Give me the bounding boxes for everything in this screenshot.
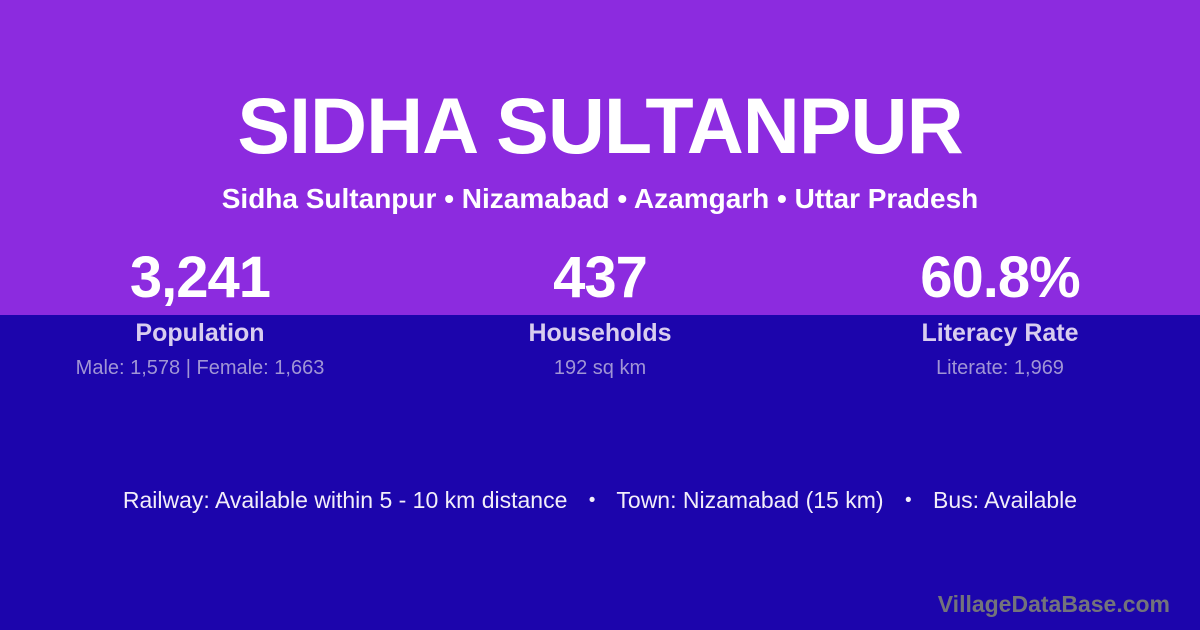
breadcrumb-subtitle: Sidha Sultanpur • Nizamabad • Azamgarh •… [221, 183, 979, 214]
households-label: Households [528, 319, 672, 348]
bullet-separator-icon: • [904, 490, 912, 511]
stats-row: 3,241 Population Male: 1,578 | Female: 1… [0, 245, 1200, 380]
page-title: SIDHA SULTANPUR [237, 81, 963, 170]
amenity-town: Town: Nizamabad (15 km) [616, 487, 884, 513]
bullet-separator-icon: • [588, 490, 596, 511]
stat-households: 437 Households 192 sq km [400, 245, 800, 380]
stat-population: 3,241 Population Male: 1,578 | Female: 1… [0, 245, 400, 380]
households-detail: 192 sq km [553, 357, 647, 380]
households-value: 437 [553, 245, 648, 310]
top-purple-section [0, 0, 1200, 315]
literacy-detail: Literate: 1,969 [936, 357, 1064, 380]
amenities-line: Railway: Available within 5 - 10 km dist… [0, 487, 1200, 514]
population-label: Population [135, 319, 265, 348]
literacy-value: 60.8% [920, 245, 1080, 310]
literacy-label: Literacy Rate [921, 319, 1079, 348]
amenity-bus: Bus: Available [933, 487, 1078, 513]
amenity-railway: Railway: Available within 5 - 10 km dist… [122, 487, 568, 513]
brand-watermark: VillageDataBase.com [937, 591, 1170, 617]
population-detail: Male: 1,578 | Female: 1,663 [75, 357, 325, 380]
population-value: 3,241 [129, 245, 271, 310]
stat-literacy-rate: 60.8% Literacy Rate Literate: 1,969 [800, 245, 1200, 380]
